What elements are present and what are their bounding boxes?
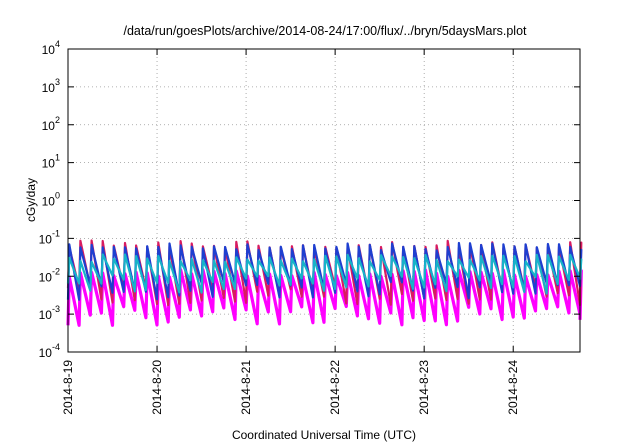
x-tick-label: 2014-8-20: [150, 360, 164, 415]
y-tick-label: 102: [42, 115, 60, 133]
y-tick-label: 10-4: [39, 342, 60, 360]
chart-title: /data/run/goesPlots/archive/2014-08-24/1…: [123, 24, 527, 38]
x-tick-label: 2014-8-23: [417, 360, 431, 415]
x-tick-label: 2014-8-24: [506, 360, 520, 415]
y-tick-label: 10-3: [39, 304, 60, 322]
y-tick-label: 104: [42, 39, 60, 57]
y-axis-label: cGy/day: [24, 178, 38, 222]
x-axis-label: Coordinated Universal Time (UTC): [232, 428, 416, 442]
x-tick-label: 2014-8-21: [239, 360, 253, 415]
x-tick-label: 2014-8-22: [328, 360, 342, 415]
y-tick-label: 10-1: [39, 228, 60, 246]
y-tick-label: 10-2: [39, 266, 60, 284]
data-series: [66, 239, 583, 327]
y-tick-label: 100: [42, 191, 60, 209]
y-tick-label: 101: [42, 153, 60, 171]
y-tick-label: 103: [42, 77, 60, 95]
y-axis-ticks: 10-4 10-3 10-2 10-1 100 101 102 103 104: [39, 39, 580, 360]
series-line: [66, 253, 583, 295]
x-tick-label: 2014-8-19: [61, 360, 75, 415]
x-axis-ticks: 2014-8-19 2014-8-20 2014-8-21 2014-8-22 2014…: [61, 49, 520, 415]
